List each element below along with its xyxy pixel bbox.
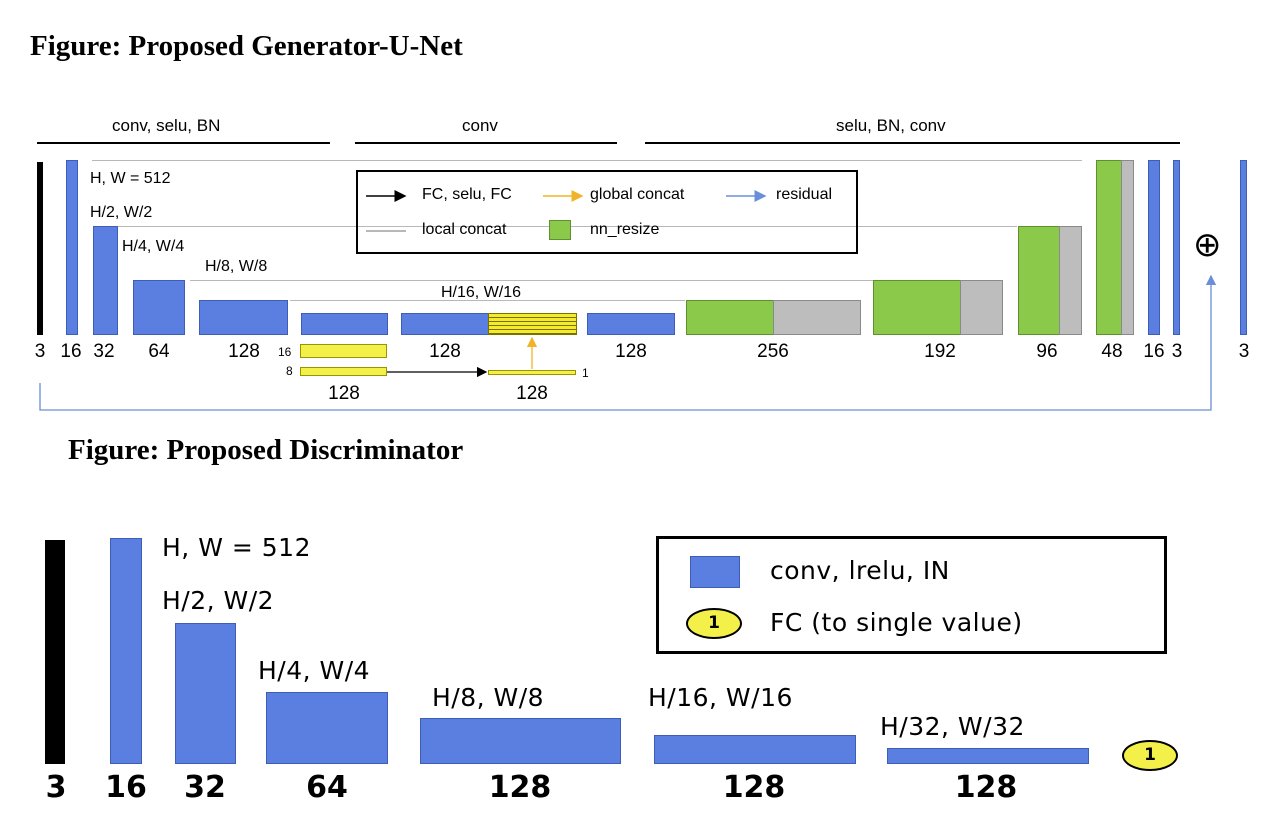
disc-res-label-512: H, W = 512 (162, 533, 311, 562)
channel-label: 48 (1101, 341, 1123, 362)
dec-concat-96 (1059, 226, 1082, 335)
channel-label: 3 (1171, 341, 1183, 362)
enc-block-h16 (301, 313, 388, 335)
global-label-bottom-right: 128 (516, 383, 548, 404)
skip-line-64 (290, 300, 685, 301)
legend-fc-label: FC, selu, FC (422, 186, 512, 203)
top-bar-decoder (645, 142, 1180, 144)
global-label-16: 16 (278, 345, 292, 359)
channel-label: 16 (60, 341, 82, 362)
channel-label: 256 (757, 341, 789, 362)
generator-legend (356, 170, 858, 254)
top-bar-bottleneck (355, 142, 617, 144)
res-label-h2: H/2, W/2 (90, 204, 153, 221)
legend-global-label: global concat (590, 186, 685, 203)
dec-resize-192 (873, 280, 961, 335)
dec-block-3 (1173, 160, 1180, 335)
enc-block-128 (199, 300, 288, 335)
global-block-16 (300, 344, 387, 358)
input-image-bar (37, 162, 43, 335)
disc-block-64 (266, 692, 388, 764)
disc-fc-badge: 1 (1122, 740, 1178, 771)
dec-block-h16 (587, 313, 675, 335)
channel-label: 3 (34, 341, 46, 362)
residual-add-icon: ⊕ (1193, 225, 1222, 265)
discriminator-legend (656, 536, 1167, 654)
skip-line-128 (190, 280, 873, 281)
disc-block-32 (175, 623, 236, 764)
disc-channel-label: 128 (954, 770, 1018, 805)
output-image-bar (1240, 160, 1247, 335)
disc-block-h8 (420, 718, 621, 764)
dec-block-16 (1148, 160, 1160, 335)
channel-label: 64 (148, 341, 170, 362)
top-bar-encoder (37, 142, 330, 144)
legend-nn-resize-swatch (549, 220, 571, 240)
global-block-8 (300, 367, 387, 376)
disc-res-label-h16: H/16, W/16 (648, 683, 793, 712)
legend-local-concat-label: local concat (422, 221, 507, 238)
res-label-512: H, W = 512 (90, 170, 171, 187)
disc-channel-label: 64 (306, 770, 348, 805)
disc-block-h32 (887, 748, 1089, 764)
disc-res-label-h4: H/4, W/4 (258, 656, 371, 685)
channel-label: 3 (1238, 341, 1250, 362)
legend-conv-label: conv, lrelu, IN (770, 556, 950, 585)
generator-figure-title: Figure: Proposed Generator-U-Net (30, 30, 463, 62)
channel-label: 192 (924, 341, 956, 362)
channel-label: 96 (1036, 341, 1058, 362)
dec-concat-48 (1121, 160, 1134, 335)
top-label-encoder: conv, selu, BN (112, 116, 221, 135)
global-label-8: 8 (286, 364, 293, 378)
res-label-h4: H/4, W/4 (122, 238, 185, 255)
res-label-h16: H/16, W/16 (441, 284, 522, 301)
res-label-h8: H/8, W/8 (205, 258, 268, 275)
global-label-1: 1 (582, 366, 589, 380)
disc-input-bar (45, 540, 65, 764)
skip-line-512 (92, 160, 1082, 161)
dec-resize-96 (1018, 226, 1060, 335)
disc-res-label-h2: H/2, W/2 (162, 586, 275, 615)
channel-label: 32 (93, 341, 115, 362)
global-label-bottom-left: 128 (328, 383, 360, 404)
channel-label: 16 (1143, 341, 1165, 362)
top-label-bottleneck: conv (462, 116, 498, 135)
disc-channel-label: 16 (105, 770, 147, 805)
disc-channel-label: 128 (488, 770, 552, 805)
legend-conv-swatch (690, 556, 740, 588)
dec-resize-48 (1096, 160, 1122, 335)
dec-concat-192 (960, 280, 1003, 335)
disc-block-16 (110, 538, 142, 764)
legend-fc-label: FC (to single value) (770, 608, 1023, 637)
legend-nn-resize-label: nn_resize (590, 221, 660, 238)
global-block-1 (488, 370, 576, 375)
legend-residual-label: residual (776, 186, 833, 203)
enc-block-16 (66, 160, 78, 335)
channel-label: 128 (228, 341, 260, 362)
channel-label: 128 (429, 341, 461, 362)
disc-res-label-h32: H/32, W/32 (880, 712, 1025, 741)
disc-block-h16 (654, 735, 856, 764)
legend-fc-badge: 1 (686, 608, 742, 639)
residual-arrow (39, 274, 1217, 411)
disc-channel-label: 32 (184, 770, 226, 805)
enc-block-64 (133, 280, 185, 335)
enc-block-32 (93, 226, 118, 335)
discriminator-figure-title: Figure: Proposed Discriminator (68, 434, 464, 466)
disc-channel-label: 3 (45, 770, 67, 805)
disc-channel-label: 128 (722, 770, 786, 805)
channel-label: 128 (615, 341, 647, 362)
top-label-decoder: selu, BN, conv (836, 116, 946, 135)
global-concat-block (488, 313, 577, 335)
disc-res-label-h8: H/8, W/8 (432, 683, 545, 712)
dec-concat-256 (773, 300, 861, 335)
